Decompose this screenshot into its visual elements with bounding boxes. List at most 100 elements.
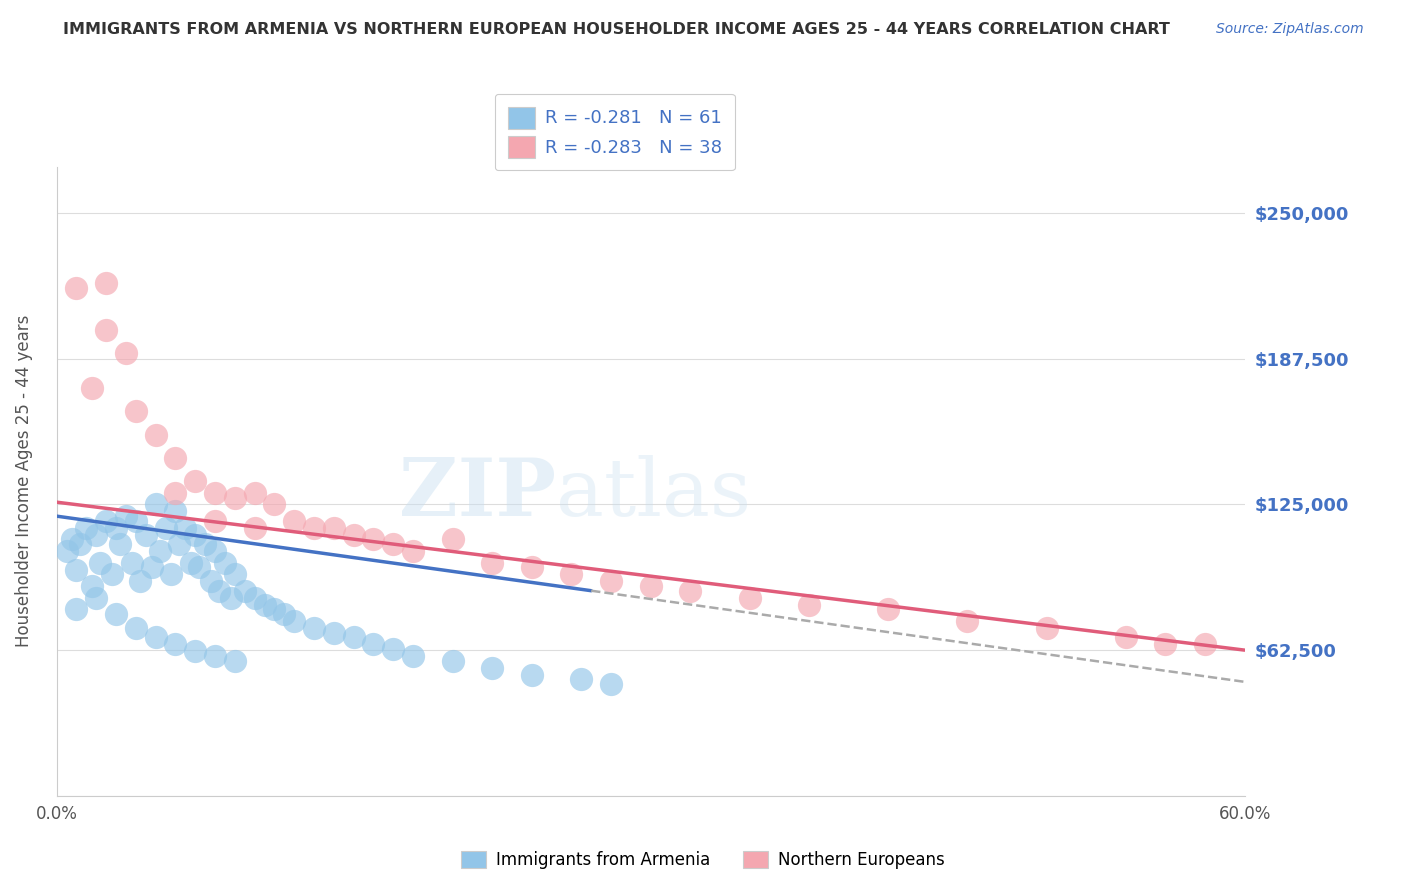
Point (165, 450, 187, 465)
Point (640, 579, 662, 593)
Point (1154, 637, 1177, 651)
Point (174, 521, 197, 535)
Point (82, 381, 104, 395)
Point (115, 509, 138, 524)
Point (322, 521, 344, 535)
Point (125, 621, 148, 635)
Point (84, 528, 107, 542)
Point (105, 521, 128, 535)
Point (65, 563, 87, 577)
Point (145, 498, 167, 512)
Point (188, 560, 211, 574)
Point (148, 544, 170, 558)
Point (84, 591, 107, 605)
Text: ZIP: ZIP (398, 455, 555, 533)
Point (200, 574, 222, 589)
Point (738, 591, 761, 605)
Point (322, 625, 344, 640)
Point (263, 498, 285, 512)
Text: atlas: atlas (555, 455, 751, 533)
Point (204, 648, 226, 663)
Point (165, 486, 187, 500)
Point (115, 346, 138, 360)
Point (62, 533, 84, 547)
Point (233, 583, 256, 598)
Point (402, 544, 425, 558)
Point (125, 404, 148, 418)
Point (145, 630, 167, 644)
Point (204, 544, 226, 558)
Point (342, 528, 364, 542)
Point (382, 642, 405, 657)
Text: IMMIGRANTS FROM ARMENIA VS NORTHERN EUROPEAN HOUSEHOLDER INCOME AGES 25 - 44 YEA: IMMIGRANTS FROM ARMENIA VS NORTHERN EURO… (63, 22, 1170, 37)
Point (342, 630, 364, 644)
Point (956, 614, 979, 628)
Legend: R = -0.281   N = 61, R = -0.283   N = 38: R = -0.281 N = 61, R = -0.283 N = 38 (495, 94, 735, 170)
Point (135, 528, 157, 542)
Point (224, 654, 246, 668)
Point (180, 556, 202, 570)
Point (94, 276, 117, 290)
Point (224, 491, 246, 505)
Point (273, 607, 295, 621)
Point (69, 537, 91, 551)
Point (302, 521, 325, 535)
Point (363, 637, 385, 651)
Point (243, 486, 266, 500)
Point (600, 574, 623, 589)
Point (160, 567, 183, 582)
Point (402, 648, 425, 663)
Text: Source: ZipAtlas.com: Source: ZipAtlas.com (1216, 22, 1364, 37)
Legend: Immigrants from Armenia, Northern Europeans: Immigrants from Armenia, Northern Europe… (451, 841, 955, 880)
Point (165, 504, 187, 518)
Point (219, 591, 242, 605)
Point (302, 621, 325, 635)
Point (101, 567, 124, 582)
Point (243, 521, 266, 535)
Point (520, 560, 543, 574)
Point (1115, 630, 1137, 644)
Point (125, 514, 148, 528)
Point (679, 583, 702, 598)
Point (65, 602, 87, 616)
Point (224, 567, 246, 582)
Point (1035, 621, 1057, 635)
Point (253, 598, 276, 612)
Point (141, 560, 163, 574)
Point (214, 556, 236, 570)
Point (481, 660, 503, 674)
Point (363, 533, 385, 547)
Point (194, 537, 217, 551)
Point (263, 602, 285, 616)
Point (105, 607, 128, 621)
Point (204, 486, 226, 500)
Point (94, 323, 117, 337)
Point (204, 514, 226, 528)
Point (441, 533, 464, 547)
Point (520, 667, 543, 681)
Point (441, 654, 464, 668)
Point (145, 427, 167, 442)
Point (243, 591, 266, 605)
Point (208, 583, 231, 598)
Point (184, 644, 207, 658)
Point (600, 677, 623, 691)
Point (121, 556, 143, 570)
Point (283, 614, 305, 628)
Point (877, 602, 900, 616)
Point (797, 598, 820, 612)
Point (283, 514, 305, 528)
Point (65, 281, 87, 295)
Point (184, 528, 207, 542)
Point (560, 567, 582, 582)
Point (75, 521, 97, 535)
Point (569, 672, 592, 686)
Point (165, 637, 187, 651)
Point (128, 574, 150, 589)
Y-axis label: Householder Income Ages 25 - 44 years: Householder Income Ages 25 - 44 years (15, 315, 32, 648)
Point (108, 537, 131, 551)
Point (184, 474, 207, 488)
Point (55, 544, 77, 558)
Point (169, 537, 191, 551)
Point (481, 556, 503, 570)
